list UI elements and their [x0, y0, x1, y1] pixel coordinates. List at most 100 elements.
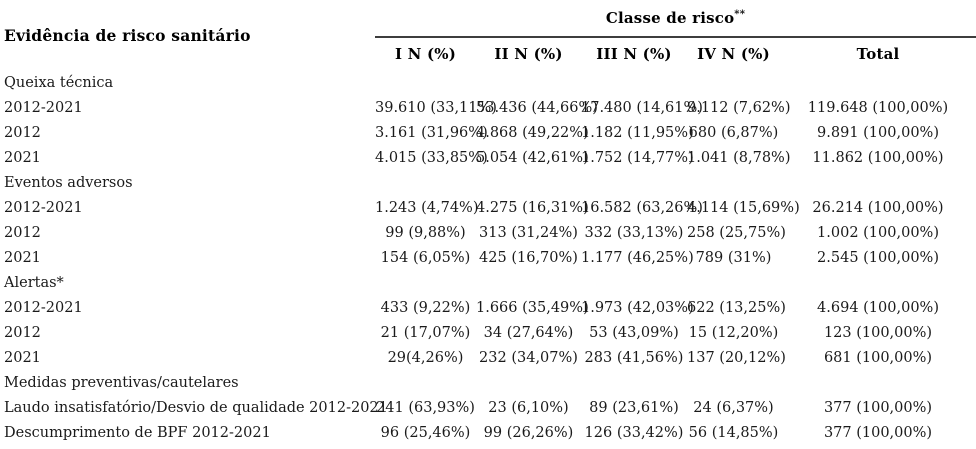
- data-cell: 232 (34,07%): [479, 349, 578, 366]
- section-label: Medidas preventivas/cautelares: [4, 374, 239, 391]
- empty-cell: [780, 270, 976, 295]
- section-row: Eventos adversos: [0, 170, 976, 195]
- data-cell: 283 (41,56%): [584, 349, 684, 366]
- col-header-class-i: I N (%): [394, 45, 457, 63]
- data-cell: 1.752 (14,77%): [581, 149, 694, 166]
- col-header-class-ii: II N (%): [494, 45, 563, 63]
- row-label: 2021: [4, 249, 41, 266]
- empty-cell: [581, 170, 687, 195]
- row-label: 2012: [4, 124, 41, 141]
- empty-cell: [780, 370, 976, 395]
- data-cell: 123 (100,00%): [823, 324, 933, 341]
- column-group-header: Classe de risco**: [375, 0, 976, 38]
- data-cell: 4.015 (33,85%): [375, 149, 488, 166]
- empty-cell: [687, 270, 780, 295]
- data-cell: 1.002 (100,00%): [817, 224, 939, 241]
- data-cell: 433 (9,22%): [380, 299, 471, 316]
- data-cell: 16.582 (63,26%): [581, 199, 703, 216]
- table-body: Queixa técnica 2012-2021 39.610 (33,11%) 53…: [0, 70, 976, 445]
- column-header-row: I N (%) II N (%) III N (%) IV N (%) Tota…: [0, 37, 976, 70]
- data-cell: 53.436 (44,66%): [476, 99, 598, 116]
- data-cell: 1.243 (4,74%): [375, 199, 479, 216]
- row-label: 2012-2021: [4, 199, 83, 216]
- col-header-class-iii: III N (%): [596, 45, 672, 63]
- data-cell: 34 (27,64%): [483, 324, 574, 341]
- data-cell: 24 (6,37%): [693, 399, 774, 416]
- row-label: 2012-2021: [4, 299, 83, 316]
- empty-cell: [375, 370, 476, 395]
- data-cell: 29(4,26%): [387, 349, 464, 366]
- data-cell: 99 (9,88%): [385, 224, 466, 241]
- data-row: 2021 29(4,26%) 232 (34,07%) 283 (41,56%) 137…: [0, 345, 976, 370]
- data-cell: 3.161 (31,96%): [375, 124, 488, 141]
- empty-cell: [780, 170, 976, 195]
- data-cell: 313 (31,24%): [479, 224, 578, 241]
- empty-cell: [581, 370, 687, 395]
- data-cell: 56 (14,85%): [688, 424, 779, 441]
- data-row: 2021 154 (6,05%) 425 (16,70%) 1.177 (46,25%…: [0, 245, 976, 270]
- data-cell: 1.666 (35,49%): [476, 299, 589, 316]
- data-row: 2012-2021 1.243 (4,74%) 4.275 (16,31%) 16.5…: [0, 195, 976, 220]
- data-row: 2012 99 (9,88%) 313 (31,24%) 332 (33,13%) 25…: [0, 220, 976, 245]
- data-cell: 23 (6,10%): [488, 399, 569, 416]
- data-cell: 17.480 (14,61%): [581, 99, 703, 116]
- data-row: 2012 3.161 (31,96%) 4.868 (49,22%) 1.182 (1…: [0, 120, 976, 145]
- section-row: Queixa técnica: [0, 70, 976, 95]
- section-label: Alertas*: [4, 274, 64, 291]
- data-cell: 680 (6,87%): [688, 124, 779, 141]
- data-cell: 9.112 (7,62%): [687, 99, 791, 116]
- row-label: 2021: [4, 149, 41, 166]
- data-cell: 99 (26,26%): [483, 424, 574, 441]
- row-label: 2012-2021: [4, 99, 83, 116]
- data-cell: 53 (43,09%): [589, 324, 679, 341]
- data-cell: 39.610 (33,11%): [375, 99, 497, 116]
- data-cell: 622 (13,25%): [687, 299, 786, 316]
- data-row: Descumprimento de BPF 2012-2021 96 (25,46…: [0, 420, 976, 445]
- data-cell: 2.545 (100,00%): [817, 249, 939, 266]
- data-cell: 789 (31%): [695, 249, 772, 266]
- row-label: 2021: [4, 349, 41, 366]
- data-cell: 89 (23,61%): [589, 399, 679, 416]
- row-header-title: Evidência de risco sanitário: [4, 25, 251, 45]
- data-cell: 425 (16,70%): [479, 249, 578, 266]
- row-label: Descumprimento de BPF 2012-2021: [4, 424, 271, 441]
- data-cell: 681 (100,00%): [823, 349, 933, 366]
- data-cell: 5.054 (42,61%): [476, 149, 589, 166]
- data-cell: 1.041 (8,78%): [687, 149, 791, 166]
- section-label: Queixa técnica: [4, 74, 114, 91]
- column-group-footnote-marker: **: [734, 9, 746, 20]
- data-cell: 377 (100,00%): [823, 424, 933, 441]
- data-cell: 4.275 (16,31%): [476, 199, 589, 216]
- column-group-title: Classe de risco: [605, 9, 735, 27]
- data-row: 2012 21 (17,07%) 34 (27,64%) 53 (43,09%) 15 …: [0, 320, 976, 345]
- row-label: 2012: [4, 324, 41, 341]
- data-cell: 11.862 (100,00%): [812, 149, 944, 166]
- data-cell: 241 (63,93%): [376, 399, 475, 416]
- col-header-total: Total: [856, 45, 900, 63]
- data-row: 2012-2021 433 (9,22%) 1.666 (35,49%) 1.973 …: [0, 295, 976, 320]
- data-cell: 377 (100,00%): [823, 399, 933, 416]
- data-cell: 96 (25,46%): [380, 424, 471, 441]
- data-cell: 4.694 (100,00%): [817, 299, 939, 316]
- data-cell: 137 (20,12%): [687, 349, 786, 366]
- empty-cell: [687, 170, 780, 195]
- data-cell: 9.891 (100,00%): [817, 124, 939, 141]
- data-cell: 1.177 (46,25%): [581, 249, 694, 266]
- data-cell: 1.973 (42,03%): [581, 299, 694, 316]
- empty-cell: [780, 70, 976, 95]
- data-cell: 154 (6,05%): [380, 249, 471, 266]
- row-label: Laudo insatisfatório/Desvio de qualidade…: [4, 399, 388, 416]
- empty-cell: [476, 70, 581, 95]
- row-label: 2012: [4, 224, 41, 241]
- data-row: 2012-2021 39.610 (33,11%) 53.436 (44,66%) 1…: [0, 95, 976, 120]
- data-cell: 258 (25,75%): [687, 224, 786, 241]
- empty-cell: [476, 270, 581, 295]
- empty-cell: [476, 170, 581, 195]
- section-row: Alertas*: [0, 270, 976, 295]
- data-cell: 21 (17,07%): [380, 324, 471, 341]
- data-cell: 1.182 (11,95%): [581, 124, 694, 141]
- empty-cell: [476, 370, 581, 395]
- data-row: 2021 4.015 (33,85%) 5.054 (42,61%) 1.752 (1…: [0, 145, 976, 170]
